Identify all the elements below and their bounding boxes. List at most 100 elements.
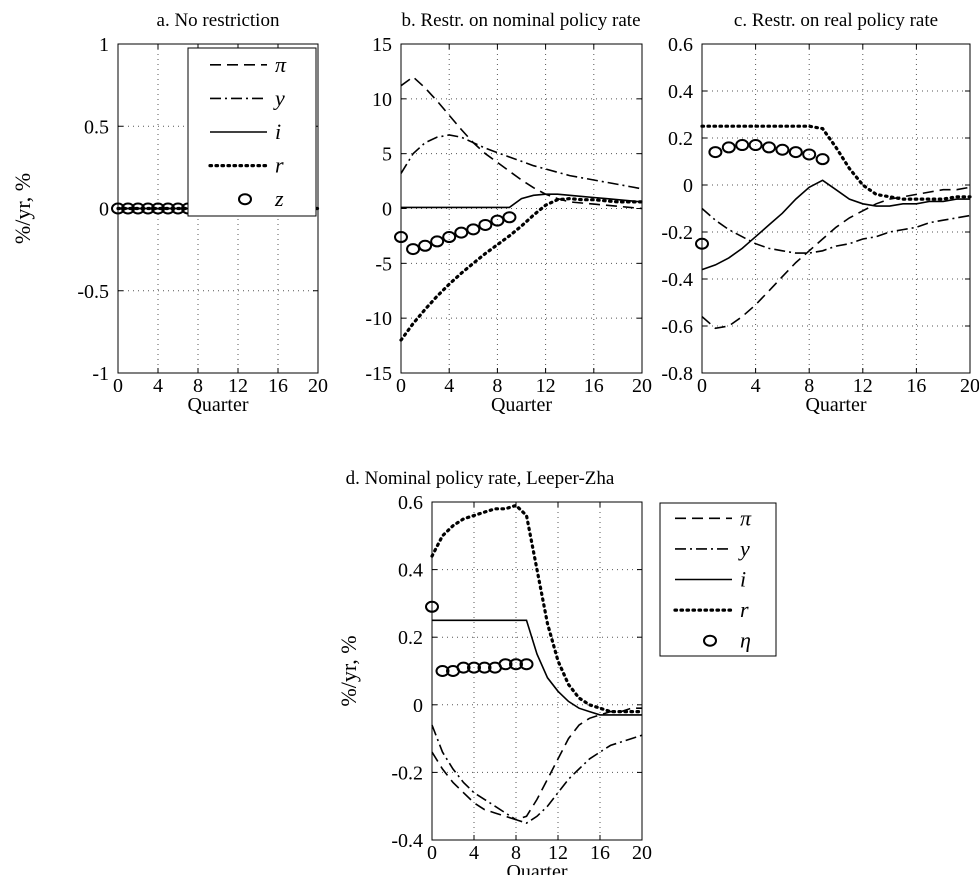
x-tick-label: 0 (427, 842, 437, 864)
x-tick-label: 12 (548, 842, 568, 864)
series-line-r (430, 503, 644, 714)
axes-box (431, 501, 643, 841)
legend-entry-label: i (740, 567, 746, 592)
panel-title: d. Nominal policy rate, Leeper-Zha (346, 468, 615, 489)
x-tick-label: 8 (804, 375, 814, 397)
axes-box (701, 43, 971, 374)
series-line-y (431, 724, 643, 824)
marker-η (456, 661, 471, 674)
panel-a: 0 4 8 12 16 20 -1 -0.5 0 0.5 1 a. No restriction Qua… (10, 10, 328, 416)
y-tick-label: 0.6 (668, 34, 693, 56)
series-line-π (400, 75, 643, 210)
x-axis-label: Quarter (506, 861, 567, 875)
y-tick-label: -0.5 (77, 281, 109, 303)
marker-z (442, 231, 457, 244)
y-tick-label: -0.6 (661, 316, 693, 338)
y-axis-label: %/yr, % (10, 173, 35, 244)
x-tick-label: 4 (444, 375, 454, 397)
y-tick-label: 0.2 (668, 128, 693, 150)
x-tick-label: 16 (590, 842, 610, 864)
x-tick-label: 0 (113, 375, 123, 397)
x-tick-label: 0 (396, 375, 406, 397)
x-tick-label: 20 (632, 842, 652, 864)
marker-z (430, 235, 445, 248)
x-tick-label: 12 (228, 375, 248, 397)
x-axis-label: Quarter (187, 394, 248, 416)
legend-entry-label: r (275, 153, 284, 178)
marker-z (802, 148, 817, 161)
y-tick-label: -0.8 (661, 363, 693, 385)
y-tick-label: 0.4 (668, 81, 693, 103)
marker-η (467, 661, 481, 674)
marker-z (478, 218, 493, 231)
marker-z (141, 202, 155, 215)
y-tick-label: 1 (99, 34, 109, 56)
legend-entry-label: η (740, 628, 751, 653)
marker-z (502, 211, 517, 224)
y-axis-label: %/yr, % (336, 635, 361, 706)
legend-entry-label: r (740, 597, 749, 622)
marker-z (490, 214, 505, 227)
marker-η (435, 665, 450, 677)
marker-z (735, 139, 750, 152)
legend-marker (238, 193, 252, 206)
y-tick-label: 0 (99, 199, 109, 221)
y-tick-label: -0.2 (391, 762, 423, 784)
marker-z (171, 202, 185, 215)
y-tick-label: 0.6 (398, 492, 423, 514)
x-tick-label: 12 (853, 375, 873, 397)
y-tick-label: 0 (413, 695, 423, 717)
legend-entry-label: i (275, 119, 281, 144)
y-tick-label: -1 (92, 363, 109, 385)
marker-z (748, 139, 763, 152)
series-line-i (432, 619, 642, 716)
marker-z (454, 226, 469, 239)
marker-z (131, 202, 145, 215)
y-tick-label: -0.4 (661, 269, 693, 291)
panel-d: 0 4 8 12 16 20 -0.4 -0.2 0 0.2 0.4 0.6 d. Nominal po… (336, 468, 777, 875)
legend-marker (703, 634, 717, 647)
plot-area (702, 44, 970, 373)
marker-z (418, 239, 433, 252)
y-tick-label: 10 (372, 89, 392, 111)
panel-title: a. No restriction (157, 10, 280, 31)
marker-η (498, 658, 513, 671)
y-tick-label: -0.2 (661, 222, 693, 244)
x-tick-label: 20 (960, 375, 979, 397)
plot-area (432, 502, 642, 840)
x-tick-label: 20 (308, 375, 328, 397)
marker-z (762, 141, 776, 154)
marker-z (721, 141, 736, 154)
x-tick-label: 4 (751, 375, 761, 397)
marker-η (509, 658, 523, 671)
x-tick-label: 16 (906, 375, 926, 397)
x-tick-label: 0 (697, 375, 707, 397)
y-tick-label: -0.4 (391, 830, 423, 852)
marker-z (466, 223, 481, 236)
marker-η (477, 661, 492, 674)
panel-c: 0 4 8 12 16 20 -0.8 -0.6 -0.4 -0.2 0 0.2 0.4 0.6 c. Re… (661, 10, 979, 416)
series-line-y (701, 207, 971, 254)
series-line-π (701, 186, 971, 330)
x-tick-label: 20 (632, 375, 652, 397)
marker-z (151, 202, 165, 215)
legend-entry-label: π (740, 505, 752, 530)
panel-b: 0 4 8 12 16 20 -15 -10 -5 0 5 10 15 b. Restr. on nomi… (365, 10, 652, 416)
y-tick-label: 0 (683, 175, 693, 197)
marker-η (519, 658, 534, 671)
x-tick-label: 16 (584, 375, 604, 397)
y-tick-label: 0.5 (84, 116, 109, 138)
marker-z (406, 243, 421, 256)
series-line-r (700, 124, 972, 201)
series-line-i (701, 179, 970, 271)
panel-title: c. Restr. on real policy rate (734, 10, 938, 31)
x-tick-label: 8 (492, 375, 502, 397)
x-tick-label: 4 (469, 842, 479, 864)
x-tick-label: 16 (268, 375, 288, 397)
x-tick-label: 8 (511, 842, 521, 864)
y-tick-label: -5 (375, 253, 392, 275)
legend-entry-label: z (274, 186, 284, 211)
